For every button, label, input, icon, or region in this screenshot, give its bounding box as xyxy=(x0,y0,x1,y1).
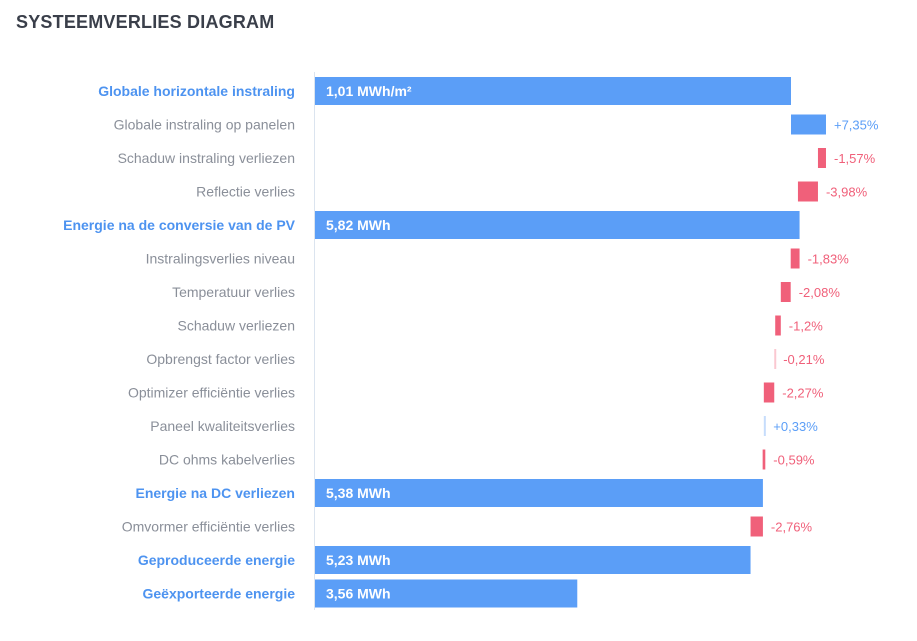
percent-label: +7,35% xyxy=(834,118,879,133)
category-label: Instralingsverlies niveau xyxy=(146,251,295,267)
category-label: Energie na DC verliezen xyxy=(135,485,295,501)
percent-label: -2,08% xyxy=(799,285,841,300)
change-bar xyxy=(817,148,826,168)
category-label: Optimizer efficiëntie verlies xyxy=(128,385,295,401)
category-label: Omvormer efficiëntie verlies xyxy=(122,519,295,535)
bar-value-label: 5,82 MWh xyxy=(326,217,391,233)
percent-label: -2,76% xyxy=(771,520,813,535)
category-label: Energie na de conversie van de PV xyxy=(63,217,296,233)
change-bar xyxy=(762,449,766,470)
percent-label: -1,2% xyxy=(789,319,823,334)
change-bar xyxy=(780,282,791,302)
category-label: Schaduw instraling verliezen xyxy=(118,150,295,166)
change-bar xyxy=(763,416,766,436)
category-label: DC ohms kabelverlies xyxy=(159,452,295,468)
percent-label: -3,98% xyxy=(826,185,868,200)
change-bar xyxy=(774,349,777,369)
change-bar xyxy=(791,114,826,135)
change-bar xyxy=(775,315,781,336)
bar-value-label: 5,38 MWh xyxy=(326,485,391,501)
total-bar xyxy=(315,546,751,574)
category-label: Reflectie verlies xyxy=(196,184,295,200)
category-label: Temperatuur verlies xyxy=(172,284,295,300)
category-label: Opbrengst factor verlies xyxy=(146,351,295,367)
category-label: Schaduw verliezen xyxy=(177,318,295,334)
change-bar xyxy=(790,248,800,269)
category-label: Geproduceerde energie xyxy=(138,552,295,568)
total-bar xyxy=(315,211,800,239)
category-label: Globale horizontale instraling xyxy=(98,83,295,99)
percent-label: -1,57% xyxy=(834,151,876,166)
percent-label: -2,27% xyxy=(782,386,824,401)
percent-label: -0,59% xyxy=(773,453,815,468)
bar-value-label: 3,56 MWh xyxy=(326,586,391,602)
change-bar xyxy=(763,382,775,403)
change-bar xyxy=(750,516,763,537)
total-bar xyxy=(315,479,763,507)
category-label: Paneel kwaliteitsverlies xyxy=(150,418,295,434)
total-bar xyxy=(315,579,578,608)
bar-value-label: 1,01 MWh/m² xyxy=(326,83,412,99)
total-bar xyxy=(315,77,791,105)
chart-title: SYSTEEMVERLIES DIAGRAM xyxy=(16,12,275,32)
change-bar xyxy=(797,181,818,202)
percent-label: +0,33% xyxy=(773,419,818,434)
category-label: Globale instraling op panelen xyxy=(114,117,295,133)
bar-value-label: 5,23 MWh xyxy=(326,552,391,568)
percent-label: -0,21% xyxy=(783,352,825,367)
category-label: Geëxporteerde energie xyxy=(142,586,295,602)
percent-label: -1,83% xyxy=(808,252,850,267)
